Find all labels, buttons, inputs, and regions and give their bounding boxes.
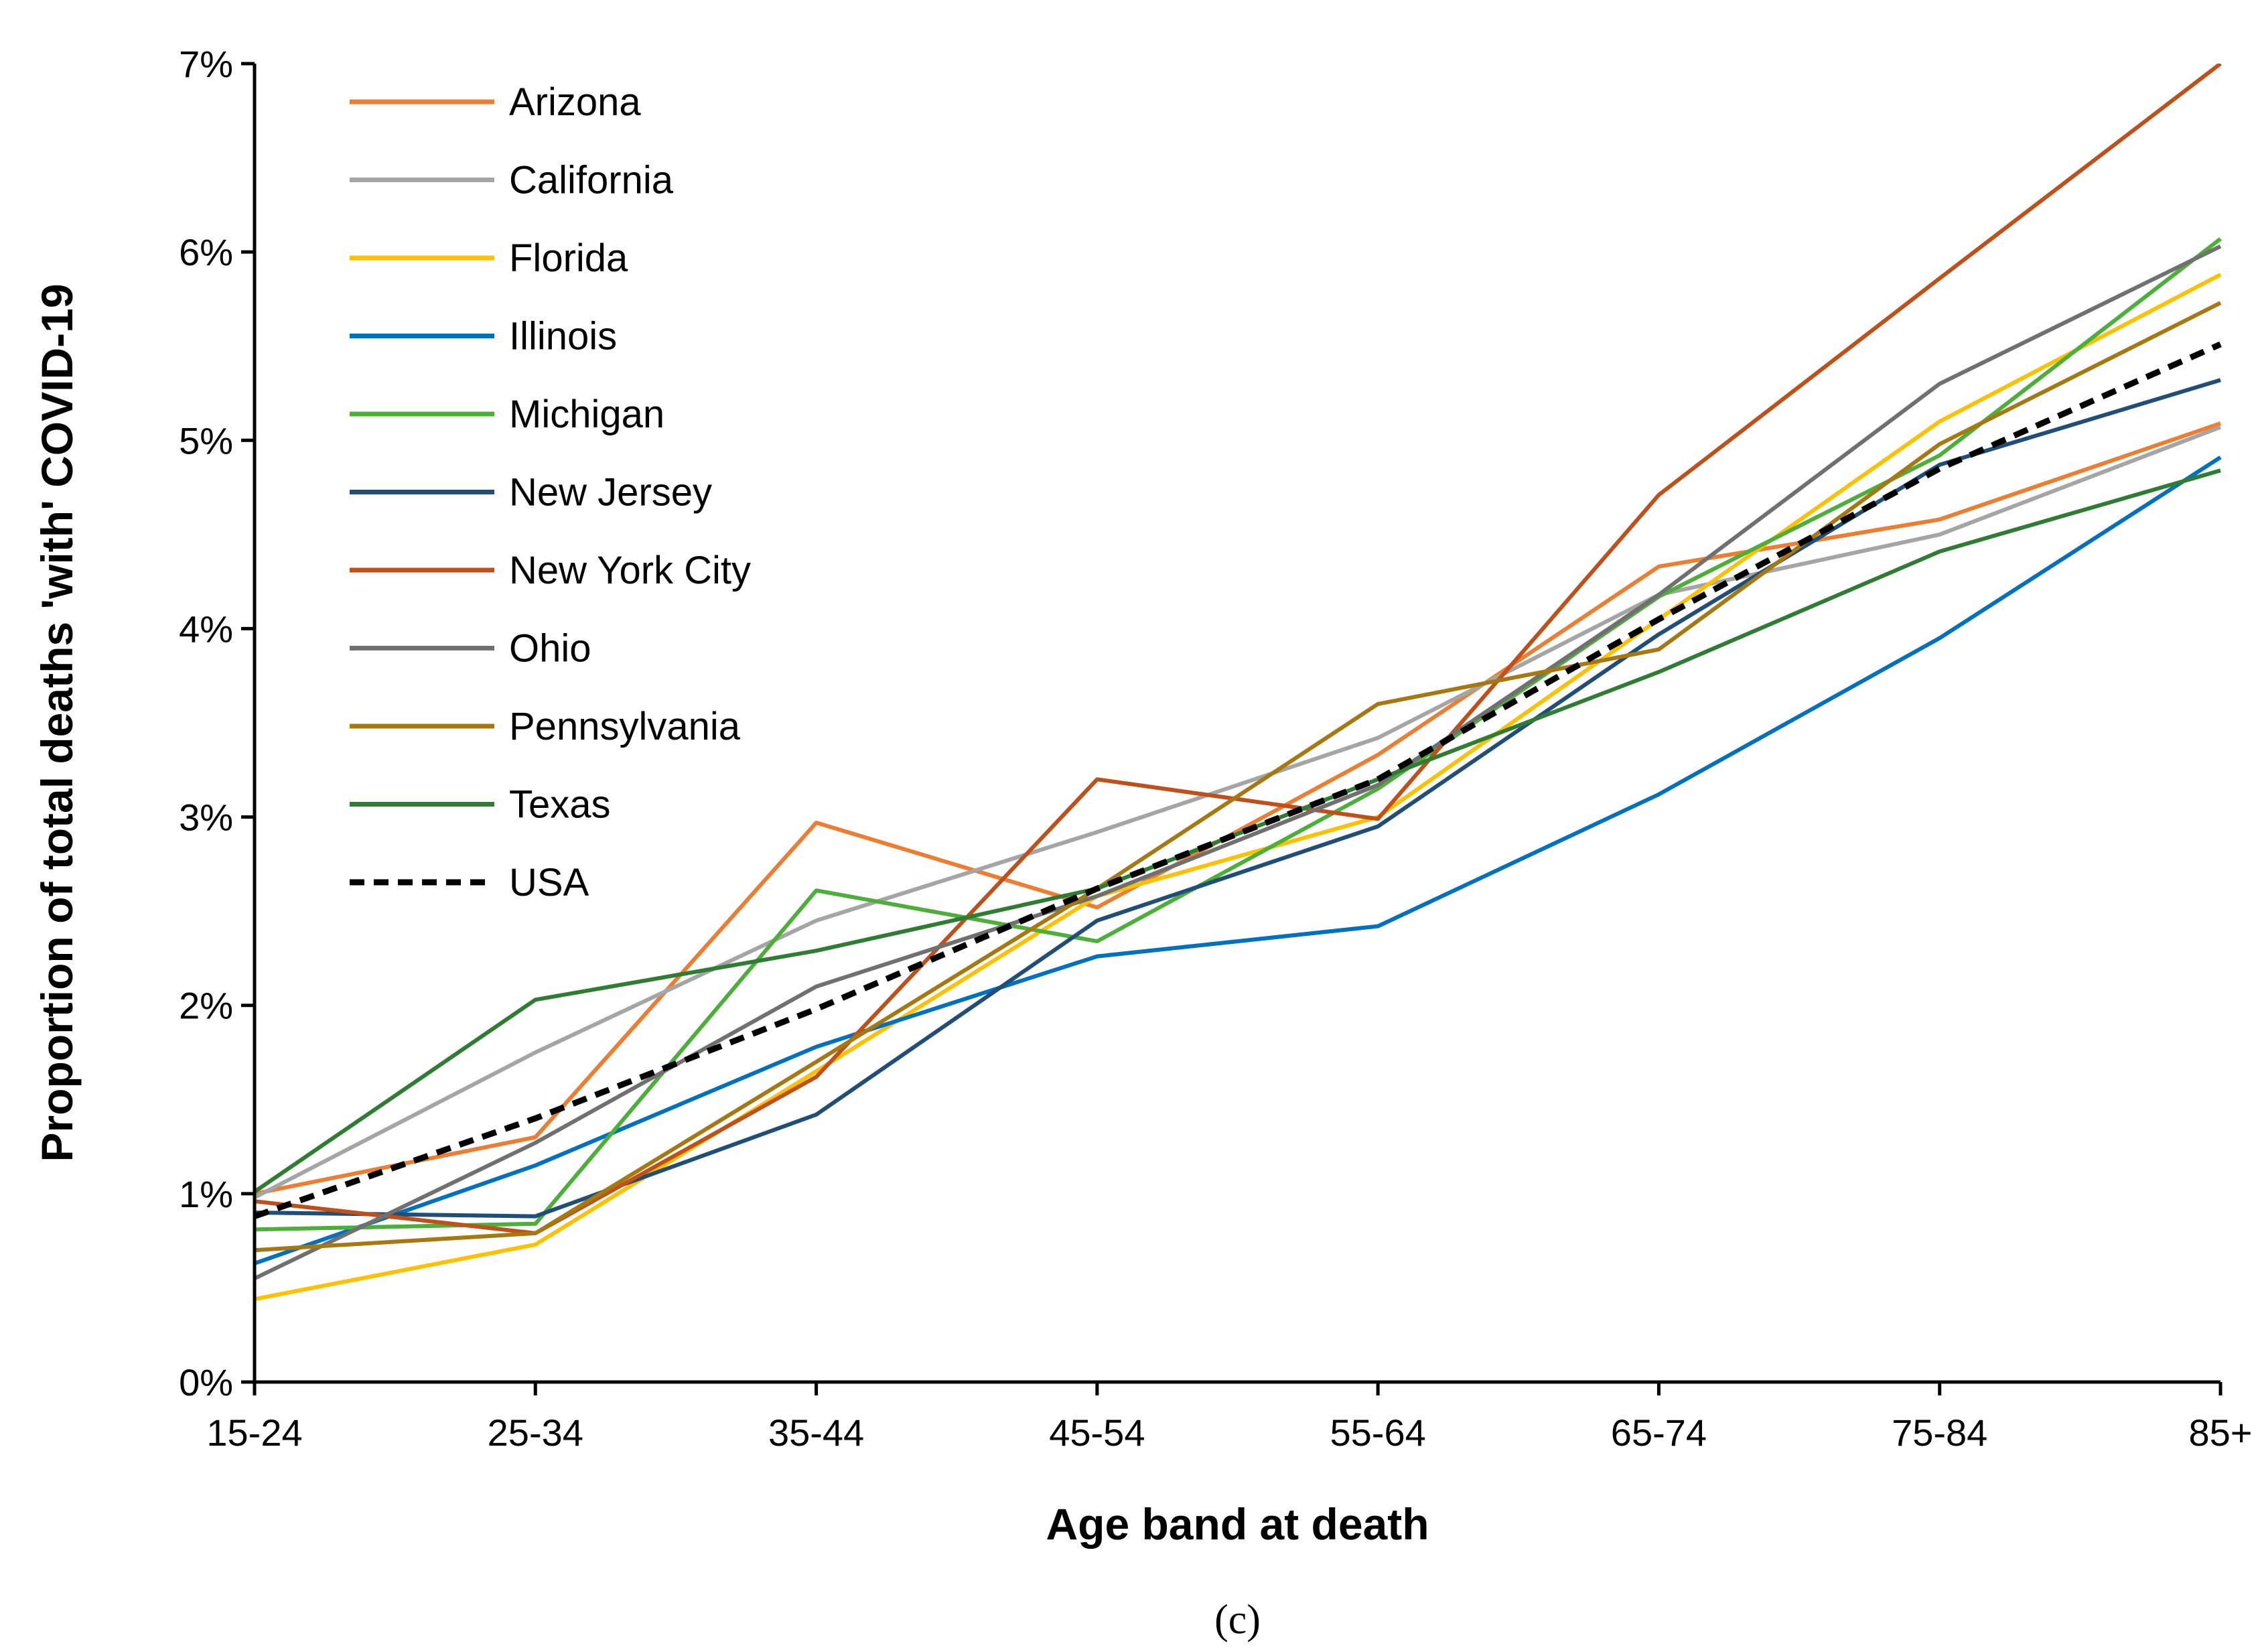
y-axis-title: Proportion of total deaths 'with' COVID-…	[32, 283, 82, 1162]
x-tick-label: 85+	[2189, 1412, 2253, 1454]
x-tick-label: 45-54	[1049, 1412, 1145, 1454]
y-tick-label: 1%	[179, 1173, 233, 1215]
figure-caption: (c)	[1214, 1597, 1261, 1643]
legend-label: Texas	[509, 783, 611, 827]
x-axis-ticks: 15-24 25-34 35-44 45-54 55-64 65-74 75-84 85+	[206, 1382, 2253, 1454]
y-tick-label: 2%	[179, 985, 233, 1027]
legend-label: New York City	[509, 549, 751, 592]
series-line-california	[253, 425, 2222, 1200]
legend-label: Ohio	[509, 627, 591, 671]
y-axis-ticks: 0% 1% 2% 3% 4% 5% 6% 7%	[179, 43, 255, 1403]
legend-label: Arizona	[509, 80, 641, 124]
series-lines	[253, 64, 2222, 1302]
legend-label: USA	[509, 861, 589, 904]
x-tick-label: 15-24	[206, 1412, 302, 1454]
x-tick-label: 75-84	[1892, 1412, 1987, 1454]
series-line-illinois	[254, 456, 2222, 1265]
series-line-florida	[254, 273, 2222, 1302]
series-line-texas	[253, 468, 2221, 1194]
legend-label: New Jersey	[509, 471, 712, 514]
series-line-ohio	[253, 245, 2222, 1281]
series-line-arizona	[254, 421, 2221, 1196]
legend-label: Illinois	[509, 315, 617, 358]
y-tick-label: 7%	[179, 43, 233, 85]
x-axis-title: Age band at death	[1046, 1499, 1429, 1549]
legend-label: Pennsylvania	[509, 705, 741, 748]
y-tick-label: 4%	[179, 608, 233, 650]
legend-label: Michigan	[509, 393, 664, 436]
x-tick-label: 55-64	[1330, 1412, 1426, 1454]
y-tick-label: 0%	[179, 1361, 233, 1403]
series-line-usa	[253, 341, 2222, 1219]
y-tick-label: 6%	[179, 231, 233, 273]
x-tick-label: 35-44	[768, 1412, 864, 1454]
legend-label: Florida	[509, 236, 628, 280]
y-tick-label: 5%	[179, 419, 233, 462]
legend-label: California	[509, 159, 674, 202]
series-line-pennsylvania	[254, 301, 2222, 1253]
series-line-new-york-city	[254, 64, 2222, 1235]
y-tick-label: 3%	[179, 797, 233, 839]
legend: Arizona California Florida Illinois Michigan…	[350, 80, 751, 904]
x-tick-label: 65-74	[1611, 1412, 1707, 1454]
x-tick-label: 25-34	[488, 1412, 583, 1454]
